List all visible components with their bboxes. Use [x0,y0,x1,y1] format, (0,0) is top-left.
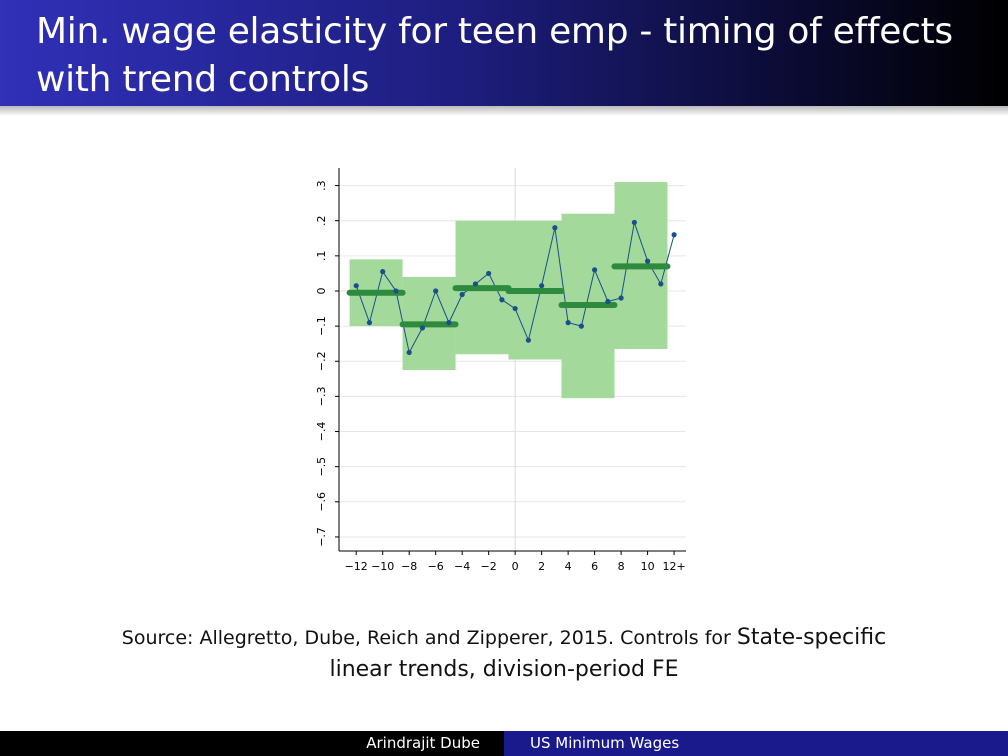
x-tick-label-10: 8 [618,560,625,573]
footer-author: Arindrajit Dube [0,731,504,756]
y-tick-label-2: −.5 [315,457,328,477]
x-tick-label-7: 2 [538,560,545,573]
slide-title: Min. wage elasticity for teen emp - timi… [36,11,953,100]
coefficient-point-21 [631,219,637,226]
caption-emphasis-text: State-specific [736,625,887,650]
coefficient-point-17 [578,323,584,329]
coefficient-point-7 [446,320,452,326]
y-tick-label-9: .2 [315,215,328,226]
coefficient-point-20 [618,295,624,301]
slide-footer: Arindrajit Dube US Minimum Wages [0,731,1008,756]
slide-title-bar: Min. wage elasticity for teen emp - timi… [0,0,1008,106]
elasticity-chart: −.7 −.6 −.5 −.4 −.3 −.2 −.1 0 .1 .2 .3 −12 −10 −8 −6 −4… [315,168,686,573]
coefficient-point-2 [380,269,386,275]
coefficient-point-8 [459,291,465,298]
x-tick-label-4: −4 [454,560,470,573]
coefficient-point-18 [592,267,598,273]
coefficient-point-23 [658,281,664,287]
coefficient-point-3 [393,288,399,294]
y-tick-label-0: −.7 [315,527,328,547]
source-caption: Source: Allegretto, Dube, Reich and Zipp… [60,622,948,686]
caption-source-text: Source: Allegretto, Dube, Reich and Zipp… [121,627,737,649]
x-tick-label-5: −2 [481,560,497,573]
y-tick-label-7: 0 [315,287,328,294]
caption-second-line: linear trends, division-period FE [329,657,679,682]
x-tick-label-12: 12+ [662,560,685,573]
coefficient-point-5 [419,325,426,331]
coefficient-point-15 [552,225,558,231]
y-tick-label-1: −.6 [315,492,328,512]
footer-short-title: US Minimum Wages [504,731,1008,756]
title-bar-shadow [0,106,1008,116]
coefficient-point-4 [406,349,412,356]
coefficient-point-22 [644,258,651,264]
coefficient-point-19 [605,298,611,305]
coefficient-point-11 [499,297,505,303]
coefficient-point-12 [512,305,518,312]
x-tick-label-3: −6 [428,560,444,573]
y-tick-label-5: −.2 [315,351,328,371]
y-tick-label-4: −.3 [315,387,328,407]
x-tick-label-8: 4 [565,560,572,573]
coefficient-point-0 [353,283,359,289]
x-tick-label-11: 10 [641,560,655,573]
coefficient-point-16 [565,320,571,326]
x-tick-label-2: −8 [401,560,417,573]
y-tick-label-10: .3 [315,180,328,191]
coefficient-point-14 [539,283,545,289]
y-tick-label-3: −.4 [315,422,328,442]
coefficient-point-6 [433,288,439,294]
y-tick-label-6: −.1 [315,316,328,336]
coefficient-point-1 [366,320,373,326]
coefficient-point-24 [671,232,677,238]
coefficient-point-13 [525,337,531,343]
coefficient-point-10 [486,270,492,277]
x-tick-label-6: 0 [512,560,519,573]
x-tick-label-0: −12 [345,560,368,573]
x-tick-label-9: 6 [591,560,598,573]
coefficient-point-9 [472,281,479,287]
y-tick-label-8: .1 [315,251,328,262]
x-tick-label-1: −10 [371,560,394,573]
